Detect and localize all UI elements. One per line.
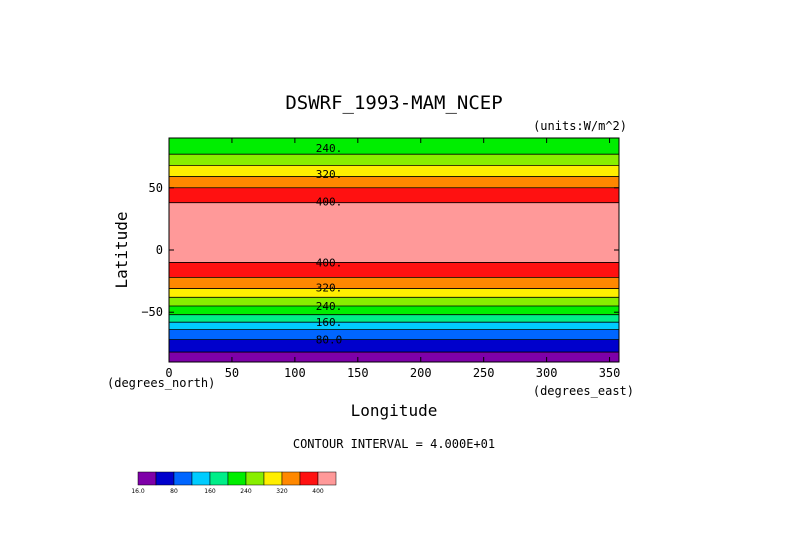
colorbar-swatch bbox=[173, 471, 193, 486]
x-tick-label: 150 bbox=[347, 366, 369, 380]
y-tick-label: 0 bbox=[156, 243, 163, 257]
band-3 bbox=[169, 322, 619, 330]
band-10 bbox=[169, 202, 619, 263]
contour-lines: 240. 320. 400. 400. 320. 240. 160. 80.0 bbox=[169, 142, 619, 353]
band-6 bbox=[169, 297, 619, 306]
band-2 bbox=[169, 329, 619, 340]
x-tick-label: 250 bbox=[473, 366, 495, 380]
band-9 bbox=[169, 262, 619, 278]
contour-label: 320. bbox=[316, 168, 343, 181]
contour-label: 400. bbox=[316, 195, 343, 208]
colorbar-swatch bbox=[281, 471, 301, 486]
contour-label: 320. bbox=[316, 281, 343, 294]
contour-label: 160. bbox=[316, 316, 343, 329]
colorbar-label: 80 bbox=[170, 488, 178, 495]
colorbar: 16.0 80 160 240 320 400 bbox=[131, 471, 337, 495]
colorbar-label: 400 bbox=[312, 488, 324, 495]
colorbar-swatch bbox=[191, 471, 211, 486]
colorbar-label: 160 bbox=[204, 488, 216, 495]
band-0 bbox=[169, 352, 619, 362]
band-7 bbox=[169, 288, 619, 298]
x-tick-label: 350 bbox=[599, 366, 621, 380]
colorbar-swatch bbox=[299, 471, 319, 486]
units-label: (units:W/m^2) bbox=[533, 119, 627, 133]
band-8 bbox=[169, 277, 619, 289]
x-axis-ticks: 0 50 100 150 200 250 300 350 bbox=[165, 138, 620, 380]
colorbar-swatch bbox=[137, 471, 157, 486]
band-5 bbox=[169, 306, 619, 315]
y-units-label: (degrees_north) bbox=[107, 376, 215, 390]
contour-label: 240. bbox=[316, 300, 343, 313]
y-axis-label: Latitude bbox=[112, 211, 131, 288]
chart-title: DSWRF_1993-MAM_NCEP bbox=[285, 92, 502, 114]
x-tick-label: 50 bbox=[225, 366, 239, 380]
band-13 bbox=[169, 165, 619, 177]
contour-label: 400. bbox=[316, 256, 343, 269]
x-tick-label: 100 bbox=[284, 366, 306, 380]
y-tick-label: −50 bbox=[141, 305, 163, 319]
colorbar-label: 240 bbox=[240, 488, 252, 495]
colorbar-label: 320 bbox=[276, 488, 288, 495]
plot-area bbox=[169, 138, 619, 362]
y-tick-label: 50 bbox=[149, 181, 163, 195]
x-units-label: (degrees_east) bbox=[533, 384, 634, 398]
y-axis-ticks: −50 0 50 bbox=[141, 181, 619, 319]
colorbar-swatch bbox=[209, 471, 229, 486]
contour-label: 80.0 bbox=[316, 334, 343, 347]
colorbar-swatch bbox=[227, 471, 247, 486]
band-1 bbox=[169, 339, 619, 353]
x-tick-label: 300 bbox=[536, 366, 558, 380]
x-axis-label: Longitude bbox=[351, 401, 438, 420]
contour-label: 240. bbox=[316, 142, 343, 155]
band-4 bbox=[169, 314, 619, 323]
x-tick-label: 200 bbox=[410, 366, 432, 380]
colorbar-swatch bbox=[263, 471, 283, 486]
colorbar-swatch bbox=[317, 471, 337, 486]
colorbar-label: 16.0 bbox=[131, 488, 145, 495]
band-15 bbox=[169, 138, 619, 155]
band-12 bbox=[169, 176, 619, 188]
colorbar-swatch bbox=[245, 471, 265, 486]
colorbar-swatch bbox=[155, 471, 175, 486]
contour-interval-label: CONTOUR INTERVAL = 4.000E+01 bbox=[293, 437, 495, 451]
x-tick-label: 0 bbox=[165, 366, 172, 380]
band-14 bbox=[169, 154, 619, 166]
band-11 bbox=[169, 187, 619, 203]
